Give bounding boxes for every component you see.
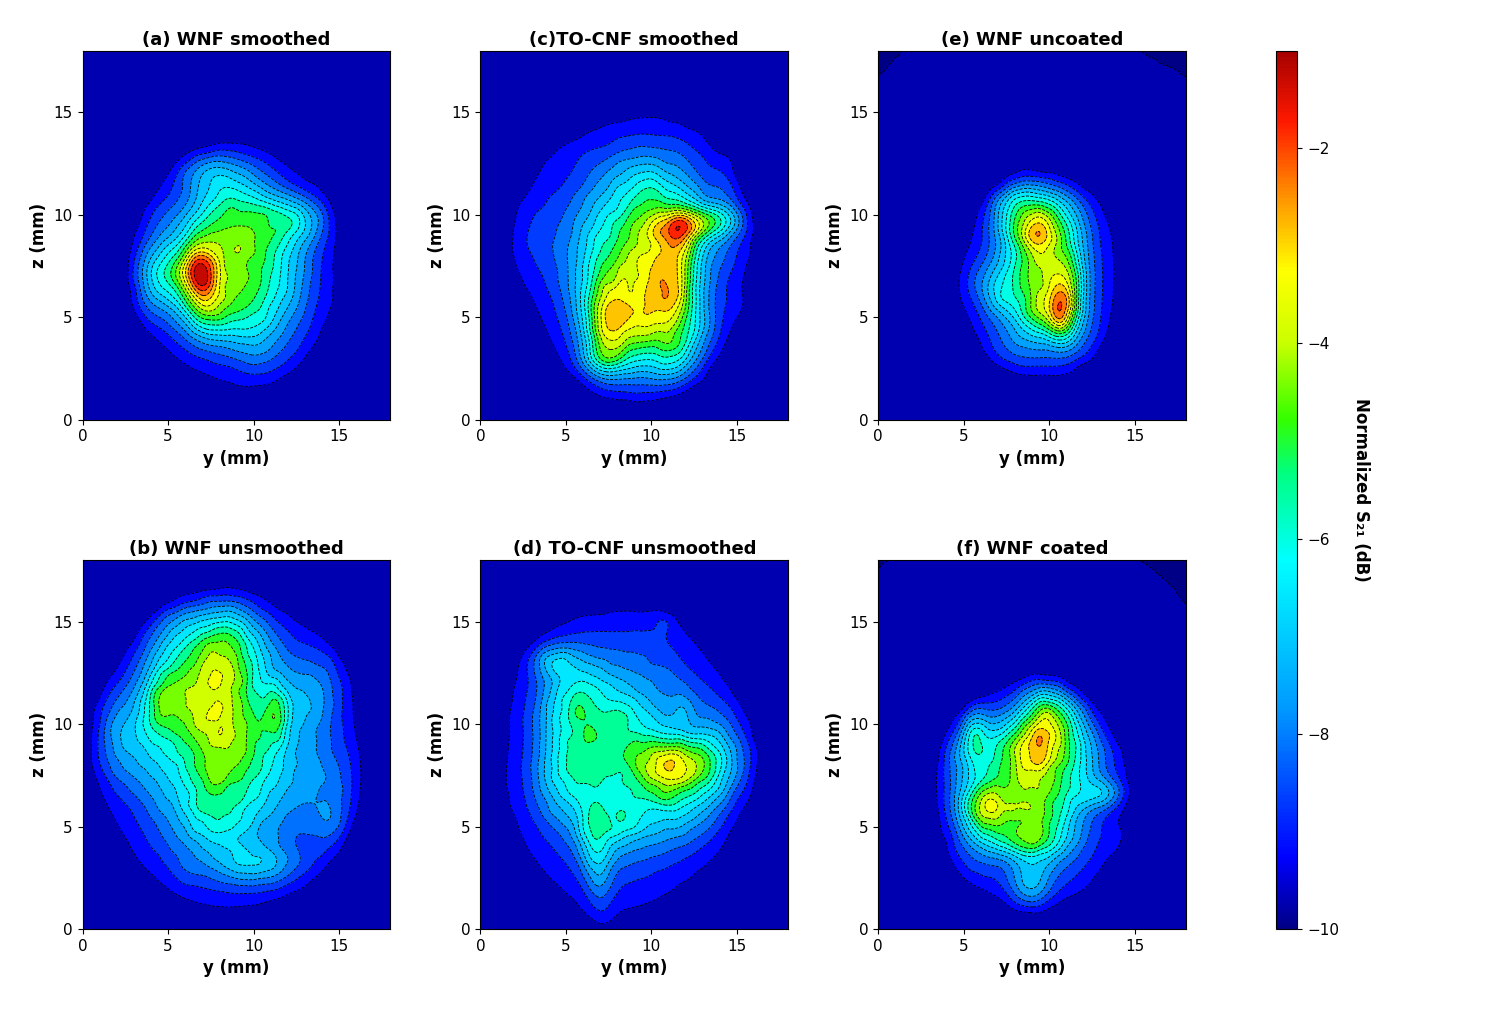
Y-axis label: Normalized S₂₁ (dB): Normalized S₂₁ (dB) bbox=[1352, 398, 1370, 582]
Y-axis label: z (mm): z (mm) bbox=[825, 712, 843, 777]
Y-axis label: z (mm): z (mm) bbox=[427, 203, 445, 268]
X-axis label: y (mm): y (mm) bbox=[204, 960, 270, 978]
Title: (a) WNF smoothed: (a) WNF smoothed bbox=[142, 31, 330, 48]
X-axis label: y (mm): y (mm) bbox=[602, 960, 668, 978]
Y-axis label: z (mm): z (mm) bbox=[30, 203, 48, 268]
X-axis label: y (mm): y (mm) bbox=[602, 450, 668, 468]
Title: (d) TO-CNF unsmoothed: (d) TO-CNF unsmoothed bbox=[513, 540, 756, 559]
X-axis label: y (mm): y (mm) bbox=[999, 450, 1065, 468]
X-axis label: y (mm): y (mm) bbox=[999, 960, 1065, 978]
Title: (e) WNF uncoated: (e) WNF uncoated bbox=[940, 31, 1124, 48]
Title: (c)TO-CNF smoothed: (c)TO-CNF smoothed bbox=[530, 31, 740, 48]
X-axis label: y (mm): y (mm) bbox=[204, 450, 270, 468]
Title: (b) WNF unsmoothed: (b) WNF unsmoothed bbox=[129, 540, 344, 559]
Y-axis label: z (mm): z (mm) bbox=[825, 203, 843, 268]
Y-axis label: z (mm): z (mm) bbox=[427, 712, 445, 777]
Y-axis label: z (mm): z (mm) bbox=[30, 712, 48, 777]
Title: (f) WNF coated: (f) WNF coated bbox=[956, 540, 1108, 559]
